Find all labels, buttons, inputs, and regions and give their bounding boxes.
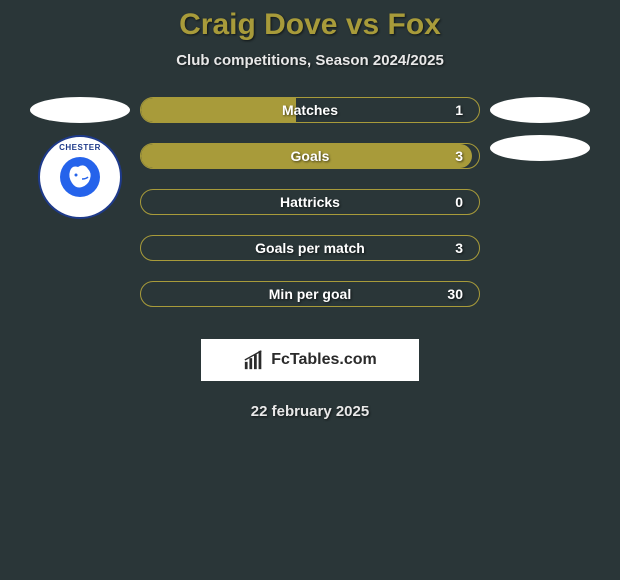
stat-value: 0 [455,194,463,210]
bar-chart-icon [243,349,265,371]
stat-pill-mpg: Min per goal 30 [140,281,480,307]
date-text: 22 february 2025 [251,403,369,420]
infographic-root: Craig Dove vs Fox Club competitions, Sea… [0,0,620,428]
stat-value: 3 [455,148,463,164]
right-badge-column [490,97,590,161]
left-name-ellipse [30,97,130,123]
stat-pill-gpm: Goals per match 3 [140,235,480,261]
page-title: Craig Dove vs Fox [179,8,441,42]
right-name-ellipse [490,97,590,123]
stat-label: Goals [141,148,479,164]
stat-value: 30 [447,286,463,302]
stat-label: Matches [141,102,479,118]
stat-label: Min per goal [141,286,479,302]
stat-label: Goals per match [141,240,479,256]
stats-area: CHESTER Matches 1 Goals 3 [0,97,620,307]
fctables-brand-box[interactable]: FcTables.com [201,339,419,381]
stat-pill-matches: Matches 1 [140,97,480,123]
left-badge-column: CHESTER [30,97,130,219]
page-subtitle: Club competitions, Season 2024/2025 [176,52,444,69]
stat-rows: Matches 1 Goals 3 Hattricks 0 Goals per … [140,97,480,307]
club-badge-left: CHESTER [38,135,122,219]
club-badge-top-text: CHESTER [59,143,101,152]
stat-label: Hattricks [141,194,479,210]
right-name-ellipse-2 [490,135,590,161]
stat-pill-hattricks: Hattricks 0 [140,189,480,215]
brand-text: FcTables.com [271,351,377,369]
stat-value: 3 [455,240,463,256]
stat-value: 1 [455,102,463,118]
stat-pill-goals: Goals 3 [140,143,480,169]
wolf-icon [58,155,102,199]
